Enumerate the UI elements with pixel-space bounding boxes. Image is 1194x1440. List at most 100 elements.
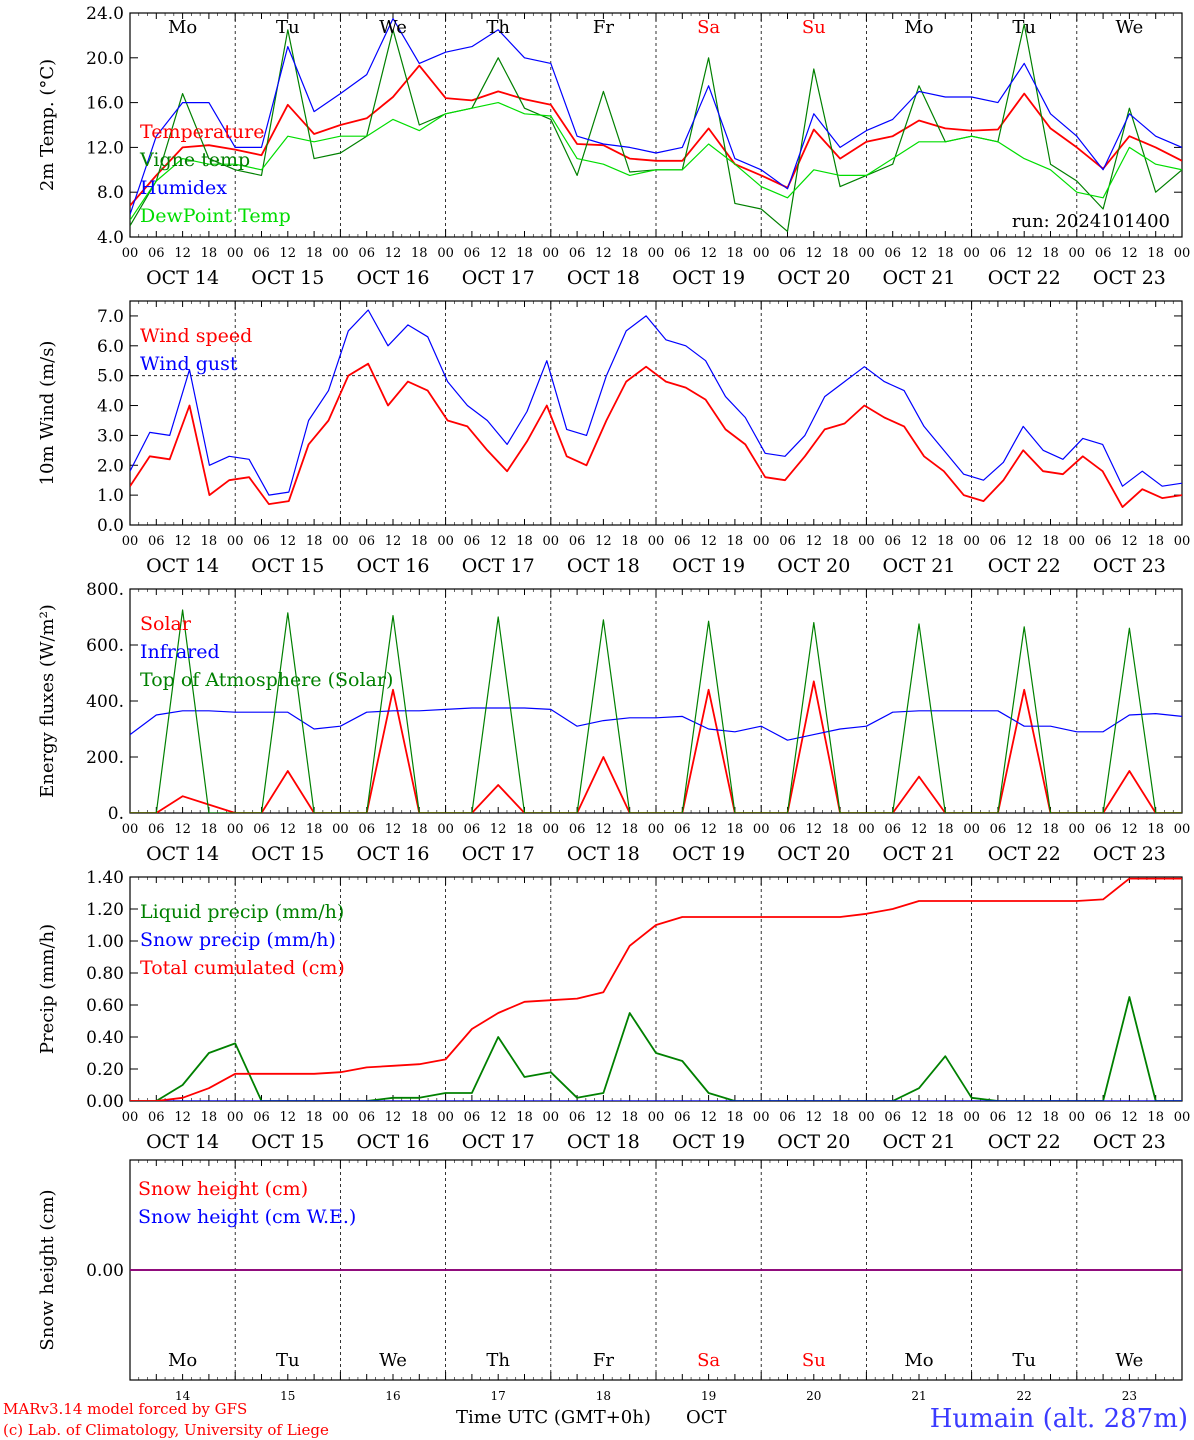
hour-tick-label: 00 [963, 822, 980, 837]
date-label: OCT 18 [567, 267, 640, 289]
model-credit: MARv3.14 model forced by GFS [3, 1400, 247, 1418]
hour-tick-label: 12 [280, 822, 297, 837]
day-number-label: 20 [806, 1389, 821, 1403]
hour-tick-label: 12 [595, 534, 612, 549]
panel-1: 4.0 8.0 12.0 16.0 20.0 24.0 2m Temp. (°C) Tempe… [37, 4, 1190, 289]
hour-tick-label: 18 [1147, 246, 1164, 261]
weekday-label: Fr [593, 1350, 614, 1371]
day-number-label: 16 [385, 1389, 400, 1403]
date-label: OCT 23 [1093, 1131, 1166, 1153]
hour-tick-label: 06 [674, 534, 691, 549]
date-label: OCT 23 [1093, 267, 1166, 289]
hour-tick-label: 06 [464, 1110, 481, 1125]
weekday-label: Su [802, 17, 826, 38]
date-label: OCT 22 [988, 555, 1061, 577]
hour-tick-label: 00 [858, 822, 875, 837]
hour-tick-label: 18 [1147, 534, 1164, 549]
footer: MARv3.14 model forced by GFS (c) Lab. of… [3, 1400, 1188, 1439]
y-tick-label: 4.0 [97, 397, 124, 417]
series-line-wind-speed [130, 362, 1182, 509]
hour-tick-label: 00 [753, 822, 770, 837]
legend-entry: DewPoint Temp [140, 205, 291, 227]
hour-tick-label: 06 [884, 822, 901, 837]
hour-tick-label: 18 [727, 246, 744, 261]
hour-tick-label: 12 [1121, 246, 1138, 261]
hour-tick-label: 06 [569, 822, 586, 837]
hour-tick-label: 00 [543, 1110, 560, 1125]
date-label: OCT 21 [882, 555, 955, 577]
hour-tick-label: 18 [937, 246, 954, 261]
hour-tick-label: 18 [306, 822, 323, 837]
hour-tick-label: 00 [227, 1110, 244, 1125]
hour-tick-label: 18 [1042, 1110, 1059, 1125]
hour-tick-label: 00 [963, 246, 980, 261]
hour-tick-label: 18 [201, 534, 218, 549]
hour-tick-label: 06 [884, 246, 901, 261]
y-tick-label: 0.40 [86, 1028, 124, 1048]
legend-entry: Snow height (cm W.E.) [138, 1206, 356, 1228]
legend-entry: Top of Atmosphere (Solar) [140, 669, 393, 691]
date-label: OCT 20 [777, 843, 850, 865]
hour-tick-label: 18 [411, 246, 428, 261]
hour-tick-label: 00 [648, 1110, 665, 1125]
date-label: OCT 23 [1093, 555, 1166, 577]
hour-tick-label: 18 [937, 534, 954, 549]
hour-tick-label: 12 [911, 534, 928, 549]
day-number-label: 15 [280, 1389, 295, 1403]
hour-tick-label: 06 [990, 534, 1007, 549]
hour-tick-label: 00 [437, 822, 454, 837]
hour-tick-label: 06 [569, 246, 586, 261]
hour-tick-label: 06 [358, 822, 375, 837]
y-tick-label: 0.20 [86, 1060, 124, 1080]
hour-tick-label: 06 [1095, 246, 1112, 261]
hour-tick-label: 00 [858, 534, 875, 549]
hour-tick-label: 00 [1174, 822, 1191, 837]
y-tick-label: 24.0 [86, 4, 124, 24]
day-number-label: 18 [596, 1389, 611, 1403]
date-label: OCT 22 [988, 267, 1061, 289]
hour-tick-label: 18 [832, 822, 849, 837]
y-tick-label: 200. [86, 748, 124, 768]
hour-tick-label: 00 [963, 534, 980, 549]
hour-tick-label: 12 [490, 246, 507, 261]
hour-tick-label: 00 [437, 246, 454, 261]
hour-tick-label: 12 [911, 1110, 928, 1125]
y-tick-label: 4.0 [97, 228, 124, 248]
panel-3: 0. 200. 400. 600. 800. Energy fluxes (W/m²) So… [37, 580, 1190, 865]
y-tick-label: 1.0 [97, 486, 124, 506]
hour-tick-label: 00 [543, 822, 560, 837]
hour-tick-label: 00 [1174, 246, 1191, 261]
hour-tick-label: 00 [437, 1110, 454, 1125]
hour-tick-label: 00 [648, 822, 665, 837]
x-axis-month: OCT [686, 1407, 727, 1428]
hour-tick-label: 12 [700, 822, 717, 837]
y-tick-label: 16.0 [86, 94, 124, 114]
weekday-label: Tu [276, 17, 300, 38]
hour-tick-label: 06 [569, 1110, 586, 1125]
date-label: OCT 21 [882, 1131, 955, 1153]
series-group [130, 877, 1182, 1101]
hour-tick-label: 06 [674, 246, 691, 261]
hour-tick-label: 12 [911, 246, 928, 261]
hour-tick-label: 12 [806, 534, 823, 549]
hour-tick-label: 18 [832, 1110, 849, 1125]
hour-tick-label: 06 [358, 1110, 375, 1125]
y-tick-label: 0.0 [97, 516, 124, 536]
date-label: OCT 19 [672, 555, 745, 577]
hour-tick-label: 18 [621, 246, 638, 261]
hour-tick-label: 18 [937, 822, 954, 837]
series-line-liquid-precip-mm-h [130, 996, 1182, 1101]
hour-tick-label: 00 [122, 1110, 139, 1125]
hour-tick-label: 18 [1147, 822, 1164, 837]
hour-tick-label: 00 [122, 534, 139, 549]
hour-tick-label: 06 [779, 1110, 796, 1125]
date-label: OCT 19 [672, 843, 745, 865]
date-label: OCT 18 [567, 843, 640, 865]
hour-tick-label: 00 [648, 246, 665, 261]
hour-tick-label: 12 [1121, 822, 1138, 837]
y-tick-label: 20.0 [86, 49, 124, 69]
hour-tick-label: 00 [1069, 822, 1086, 837]
hour-tick-label: 12 [174, 246, 191, 261]
date-label: OCT 22 [988, 843, 1061, 865]
hour-tick-label: 06 [990, 822, 1007, 837]
